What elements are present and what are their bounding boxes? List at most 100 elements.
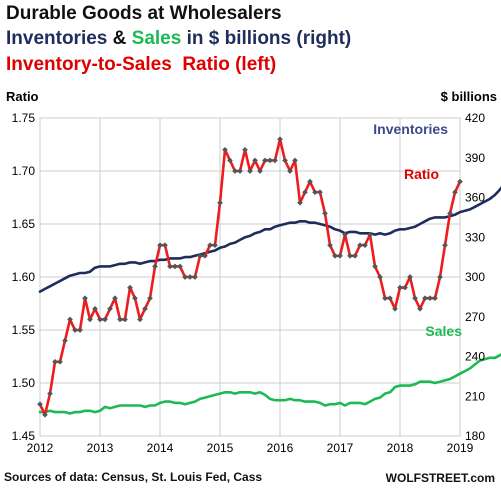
- ratio-point: [362, 242, 368, 249]
- ratio-point: [297, 199, 303, 206]
- ratio-point: [67, 316, 73, 323]
- ratio-point: [317, 189, 323, 196]
- ratio-point: [292, 157, 298, 164]
- x-tick-label: 2014: [147, 441, 174, 455]
- left-tick-label: 1.55: [12, 323, 36, 337]
- left-axis-label: Ratio: [6, 89, 39, 104]
- x-tick-label: 2013: [87, 441, 114, 455]
- ratio-point: [327, 242, 333, 249]
- ratio-point: [337, 252, 343, 259]
- ratio-point: [242, 146, 248, 153]
- chart-subtitle-series: Inventories & Sales in $ billions (right…: [6, 28, 351, 50]
- ratio-point: [322, 210, 328, 217]
- ratio-point: [162, 242, 168, 249]
- ratio-point: [447, 210, 453, 217]
- ratio-point: [217, 199, 223, 206]
- ratio-point: [192, 274, 198, 280]
- ratio-point: [47, 390, 53, 397]
- left-tick-label: 1.75: [12, 111, 36, 125]
- brand-logo-text: WOLFSTREET.com: [385, 471, 495, 485]
- ratio-point: [287, 168, 293, 174]
- ratio-point: [232, 168, 238, 174]
- title-rest: in $ billions (right): [181, 28, 352, 49]
- ratio-point: [347, 252, 353, 259]
- ratio-point: [372, 263, 378, 270]
- ratio-point: [452, 189, 458, 196]
- ratio-point: [397, 284, 403, 291]
- ratio-point: [392, 305, 398, 312]
- ratio-point: [187, 274, 193, 280]
- right-tick-label: 390: [465, 151, 485, 165]
- ratio-point: [417, 305, 423, 312]
- ratio-point: [237, 168, 243, 174]
- ratio-point: [197, 252, 203, 259]
- ratio-point: [112, 295, 118, 302]
- x-tick-label: 2012: [27, 441, 54, 455]
- ratio-point: [377, 274, 383, 280]
- ratio-series-label: Ratio: [404, 166, 439, 182]
- x-tick-label: 2017: [327, 441, 354, 455]
- ratio-point: [247, 168, 253, 174]
- ratio-point: [222, 146, 228, 153]
- ratio-point: [177, 263, 183, 270]
- ratio-point: [147, 295, 153, 302]
- sales-series-label: Sales: [425, 323, 462, 339]
- ratio-point: [332, 252, 338, 259]
- ratio-point: [172, 263, 178, 270]
- ratio-point: [437, 274, 443, 280]
- right-tick-label: 420: [465, 111, 485, 125]
- left-tick-label: 1.45: [12, 429, 36, 443]
- chart-title: Durable Goods at Wholesalers: [6, 3, 282, 24]
- ratio-point: [212, 242, 218, 249]
- source-note: Sources of data: Census, St. Louis Fed, …: [4, 470, 263, 484]
- ratio-point: [307, 178, 313, 185]
- right-tick-label: 360: [465, 191, 485, 205]
- ratio-point: [72, 327, 78, 333]
- right-tick-label: 210: [465, 389, 485, 403]
- ratio-point: [127, 284, 133, 291]
- title-inventories-word: Inventories: [6, 28, 108, 49]
- ratio-point: [117, 316, 123, 323]
- ratio-point: [312, 189, 318, 196]
- tick-labels: 1.75 1.70 1.65 1.60 1.55 1.50 1.45 420 390 360 330…: [12, 111, 486, 455]
- ratio-point: [267, 157, 273, 164]
- ratio-point: [107, 305, 113, 312]
- left-tick-label: 1.50: [12, 376, 36, 390]
- ratio-point: [92, 305, 98, 312]
- ratio-point: [137, 316, 143, 323]
- ratio-point: [262, 157, 268, 164]
- series-lines: [37, 136, 501, 418]
- ratio-point: [342, 231, 348, 238]
- ratio-point: [62, 337, 68, 344]
- ratio-point: [352, 252, 358, 259]
- ratio-point: [52, 358, 58, 365]
- ratio-point: [207, 242, 213, 249]
- right-tick-label: 270: [465, 310, 485, 324]
- inventories-series-label: Inventories: [373, 121, 448, 137]
- x-tick-label: 2018: [387, 441, 414, 455]
- ratio-point: [457, 178, 463, 185]
- ratio-point: [202, 252, 208, 259]
- sales-line: [38, 353, 501, 415]
- ratio-point: [167, 263, 173, 270]
- ratio-point: [142, 305, 148, 312]
- right-tick-label: 180: [465, 429, 485, 443]
- ratio-point: [182, 274, 188, 280]
- title-sales-word: Sales: [131, 28, 182, 49]
- ratio-point: [152, 263, 158, 270]
- ratio-point: [422, 295, 428, 302]
- right-axis-label: $ billions: [441, 89, 497, 104]
- ratio-point: [277, 136, 283, 143]
- ratio-point: [102, 316, 108, 323]
- title-amp: &: [107, 28, 132, 49]
- grid: [39, 117, 461, 437]
- ratio-point: [57, 358, 63, 365]
- ratio-point: [427, 295, 433, 302]
- x-tick-label: 2015: [207, 441, 234, 455]
- ratio-point: [227, 157, 233, 164]
- ratio-point: [282, 157, 288, 164]
- ratio-point: [272, 157, 278, 164]
- ratio-point: [122, 316, 128, 323]
- ratio-point: [302, 189, 308, 196]
- right-tick-label: 330: [465, 230, 485, 244]
